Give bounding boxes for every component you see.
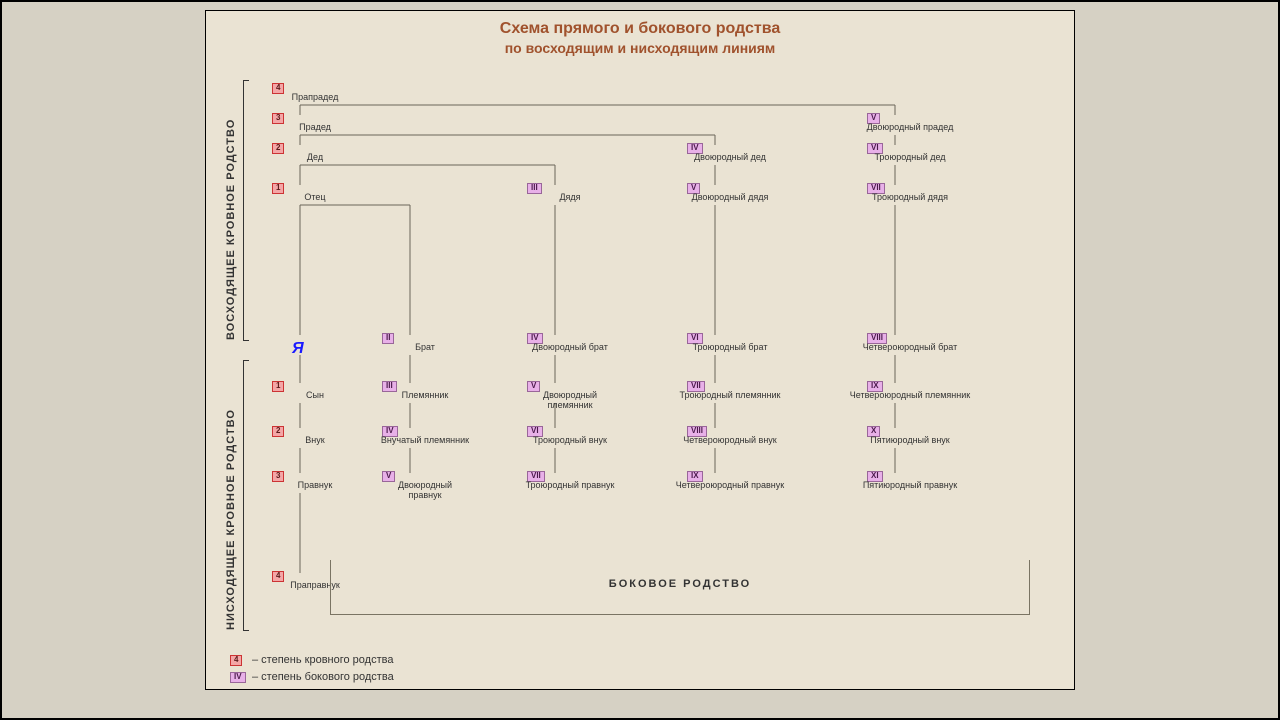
label-chetver_plem: Четвероюродный племянник	[825, 391, 995, 401]
label-otec: Отец	[230, 193, 400, 203]
self-node: Я	[292, 340, 304, 358]
label-dvoyur_ded: Двоюродный дед	[645, 153, 815, 163]
label-troyur_dyadya: Троюродный дядя	[825, 193, 995, 203]
label-ded: Дед	[230, 153, 400, 163]
lateral-title: БОКОВОЕ РОДСТВО	[330, 578, 1030, 590]
label-pyat_pravnuk: Пятиюродный правнук	[825, 481, 995, 491]
label-prapraded: Прапрадед	[230, 93, 400, 103]
label-chetver_vnuk: Четвероюродный внук	[645, 436, 815, 446]
legend-blood-badge: 4	[230, 655, 242, 666]
label-dvoyur_brat: Двоюродный брат	[485, 343, 655, 353]
label-troyur_pravnuk: Троюродный правнук	[485, 481, 655, 491]
label-praded: Прадед	[230, 123, 400, 133]
label-troyur_plem: Троюродный племянник	[645, 391, 815, 401]
label-dvoyur_dyadya: Двоюродный дядя	[645, 193, 815, 203]
label-chetver_brat: Четвероюродный брат	[825, 343, 995, 353]
label-pyat_vnuk: Пятиюродный внук	[825, 436, 995, 446]
label-dyadya: Дядя	[485, 193, 655, 203]
label-chetver_pravnuk: Четвероюродный правнук	[645, 481, 815, 491]
label-dvoyur_plem: Двоюродный племянник	[485, 391, 655, 411]
legend-lateral-text: – степень бокового родства	[252, 671, 394, 683]
legend-lateral-badge: IV	[230, 672, 246, 683]
label-troyur_ded: Троюродный дед	[825, 153, 995, 163]
label-dvoyur_praded: Двоюродный прадед	[825, 123, 995, 133]
label-troyur_brat: Троюродный брат	[645, 343, 815, 353]
legend-blood-text: – степень кровного родства	[252, 654, 393, 666]
label-troyur_vnuk: Троюродный внук	[485, 436, 655, 446]
